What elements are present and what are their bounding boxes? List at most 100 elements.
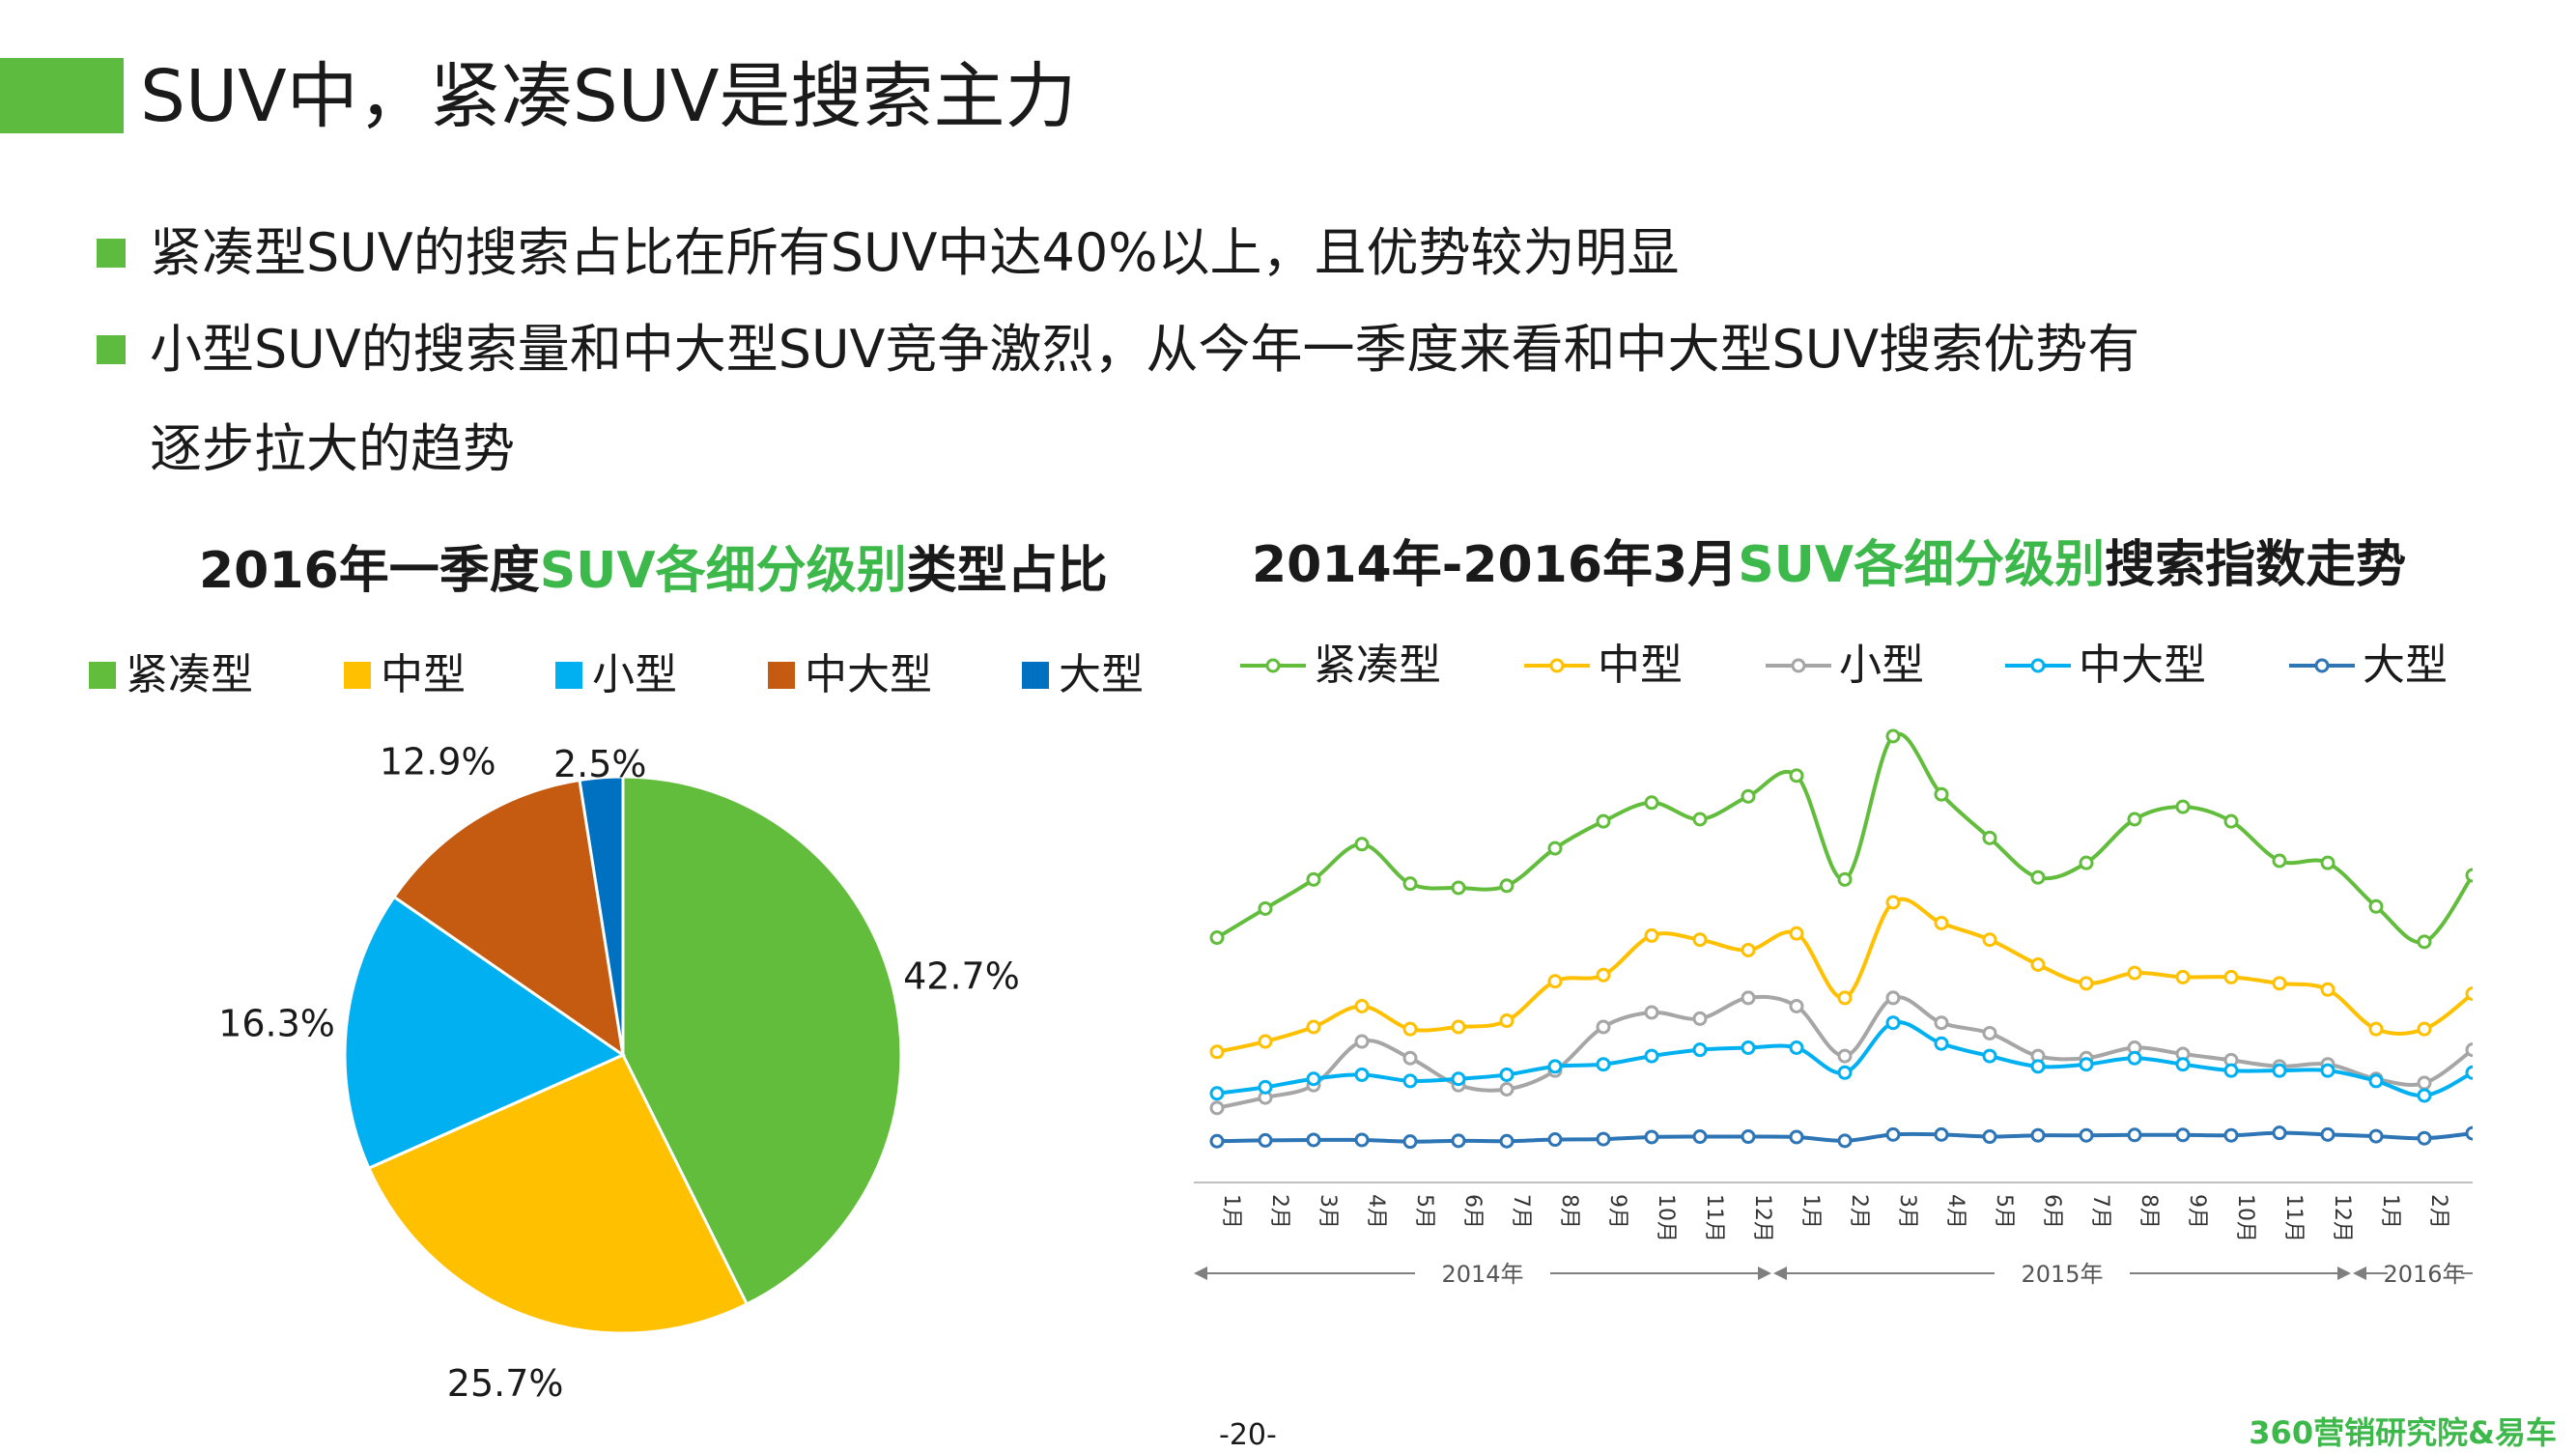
- series-4-point-24: [2368, 1128, 2384, 1144]
- series-1-point-12: [1789, 926, 1804, 941]
- series-3-point-0: [1209, 1086, 1225, 1101]
- pie-title-pre: 2016年一季度: [199, 542, 540, 600]
- x-tick-label-19: 8月: [2137, 1194, 2161, 1229]
- bullet-text-2-cont: 逐步拉大的趋势: [150, 418, 515, 479]
- series-4-point-16: [1982, 1129, 1997, 1145]
- series-4-point-2: [1306, 1132, 1321, 1148]
- legend-label: 中大型: [805, 650, 932, 699]
- pie-chart: 42.7% 25.7% 16.3% 12.9% 2.5%: [218, 740, 1020, 1405]
- pie-chart-title: 2016年一季度SUV各细分级别类型占比: [199, 539, 1108, 603]
- year-group-arrowhead-left-0: [1194, 1267, 1207, 1280]
- series-2-point-3: [1354, 1034, 1370, 1049]
- pie-slice-4: [578, 775, 625, 1056]
- series-3-point-15: [1934, 1036, 1949, 1051]
- legend-swatch: [768, 662, 795, 689]
- pie-label-4: 2.5%: [553, 743, 647, 785]
- x-tick-label-11: 12月: [1750, 1194, 1774, 1242]
- series-2-point-25: [2417, 1075, 2432, 1091]
- series-0-point-18: [2079, 855, 2094, 870]
- pie-legend-item-large: 大型: [1022, 651, 1144, 699]
- series-1-point-15: [1934, 916, 1949, 930]
- series-2-point-10: [1692, 1011, 1708, 1026]
- x-tick-label-7: 8月: [1557, 1194, 1581, 1229]
- x-tick-label-20: 9月: [2185, 1194, 2209, 1229]
- series-1-point-10: [1692, 932, 1708, 948]
- series-1-point-25: [2417, 1021, 2432, 1037]
- year-group-arrowhead-left-1: [1773, 1267, 1787, 1280]
- series-2-point-14: [1885, 990, 1901, 1006]
- series-0-point-2: [1306, 871, 1321, 887]
- pie-legend-item-mid: 中型: [344, 651, 466, 699]
- year-group-label-2: 2016年: [2383, 1261, 2465, 1288]
- legend-swatch: [344, 662, 371, 689]
- line-legend-item-compact: 紧凑型: [1240, 641, 1441, 690]
- series-1-point-26: [2465, 986, 2473, 1002]
- series-4-point-6: [1499, 1133, 1514, 1149]
- bullet-text-1: 紧凑型SUV的搜索占比在所有SUV中达40%以上，且优势较为明显: [150, 222, 1680, 283]
- series-1-point-16: [1982, 932, 1997, 948]
- series-1-point-1: [1258, 1034, 1273, 1049]
- year-group-label-1: 2015年: [2021, 1261, 2103, 1288]
- series-0-point-11: [1741, 788, 1756, 804]
- series-1-point-22: [2272, 976, 2287, 991]
- bullet-marker: [97, 335, 126, 364]
- series-4-point-20: [2175, 1127, 2191, 1143]
- series-2-point-8: [1596, 1019, 1611, 1035]
- pie-label-1: 25.7%: [447, 1362, 564, 1405]
- series-0-point-20: [2175, 799, 2191, 814]
- series-0-point-6: [1499, 878, 1514, 894]
- series-3-point-1: [1258, 1079, 1273, 1095]
- page-title: SUV中，紧凑SUV是搜索主力: [140, 55, 1077, 138]
- series-4-point-26: [2465, 1125, 2473, 1141]
- series-0-point-21: [2223, 813, 2239, 829]
- line-title-highlight: SUV各细分级别: [1738, 536, 2106, 594]
- legend-label: 中型: [381, 650, 466, 699]
- year-group-arrowhead-right-1: [2337, 1267, 2351, 1280]
- x-tick-label-5: 6月: [1460, 1194, 1485, 1229]
- series-1-point-14: [1885, 895, 1901, 910]
- series-3-point-25: [2417, 1088, 2432, 1103]
- series-3-point-3: [1354, 1067, 1370, 1082]
- series-0-point-22: [2272, 853, 2287, 869]
- series-3-point-8: [1596, 1057, 1611, 1072]
- x-tick-label-17: 6月: [2040, 1194, 2064, 1229]
- series-4-point-5: [1451, 1133, 1466, 1149]
- series-0-point-4: [1402, 876, 1418, 892]
- series-0-point-23: [2320, 855, 2335, 870]
- series-3-point-5: [1451, 1071, 1466, 1087]
- series-1-point-7: [1547, 974, 1563, 989]
- series-4-point-11: [1741, 1129, 1756, 1145]
- year-group-label-0: 2014年: [1441, 1261, 1523, 1288]
- series-4-point-13: [1837, 1133, 1853, 1149]
- x-tick-label-18: 7月: [2088, 1194, 2112, 1229]
- line-chart: 1月 2月 3月 4月 5月 6月 7月 8月 9月 10月 11月 12月 1月 2月 3月 4月 5月 6月 7…: [1194, 728, 2473, 1288]
- series-1-point-18: [2079, 976, 2094, 991]
- series-0-point-10: [1692, 812, 1708, 827]
- x-tick-label-3: 4月: [1364, 1194, 1388, 1229]
- series-3-point-2: [1306, 1071, 1321, 1087]
- series-3-point-22: [2272, 1063, 2287, 1078]
- series-0-point-12: [1789, 768, 1804, 783]
- series-1-point-24: [2368, 1021, 2384, 1037]
- series-1-point-6: [1499, 1013, 1514, 1029]
- series-2-point-9: [1644, 1005, 1659, 1020]
- series-4-point-12: [1789, 1129, 1804, 1145]
- x-tick-label-14: 3月: [1895, 1194, 1919, 1229]
- series-3-point-16: [1982, 1048, 1997, 1064]
- series-2-point-12: [1789, 999, 1804, 1013]
- series-4-point-23: [2320, 1126, 2335, 1142]
- pie-label-2: 16.3%: [218, 1003, 335, 1045]
- series-4-point-8: [1596, 1131, 1611, 1147]
- legend-label: 小型: [1839, 641, 1924, 690]
- series-0-point-15: [1934, 786, 1949, 802]
- pie-slice-0: [621, 775, 903, 1306]
- legend-swatch: [89, 662, 116, 689]
- line-title-pre: 2014年-2016年3月: [1252, 536, 1739, 594]
- series-3-point-19: [2127, 1050, 2142, 1066]
- legend-line-swatch: [2289, 658, 2355, 673]
- x-tick-label-22: 11月: [2281, 1194, 2306, 1242]
- legend-label: 中大型: [2079, 641, 2206, 690]
- series-2-point-26: [2465, 1042, 2473, 1058]
- series-1-point-3: [1354, 999, 1370, 1013]
- series-1-point-4: [1402, 1021, 1418, 1037]
